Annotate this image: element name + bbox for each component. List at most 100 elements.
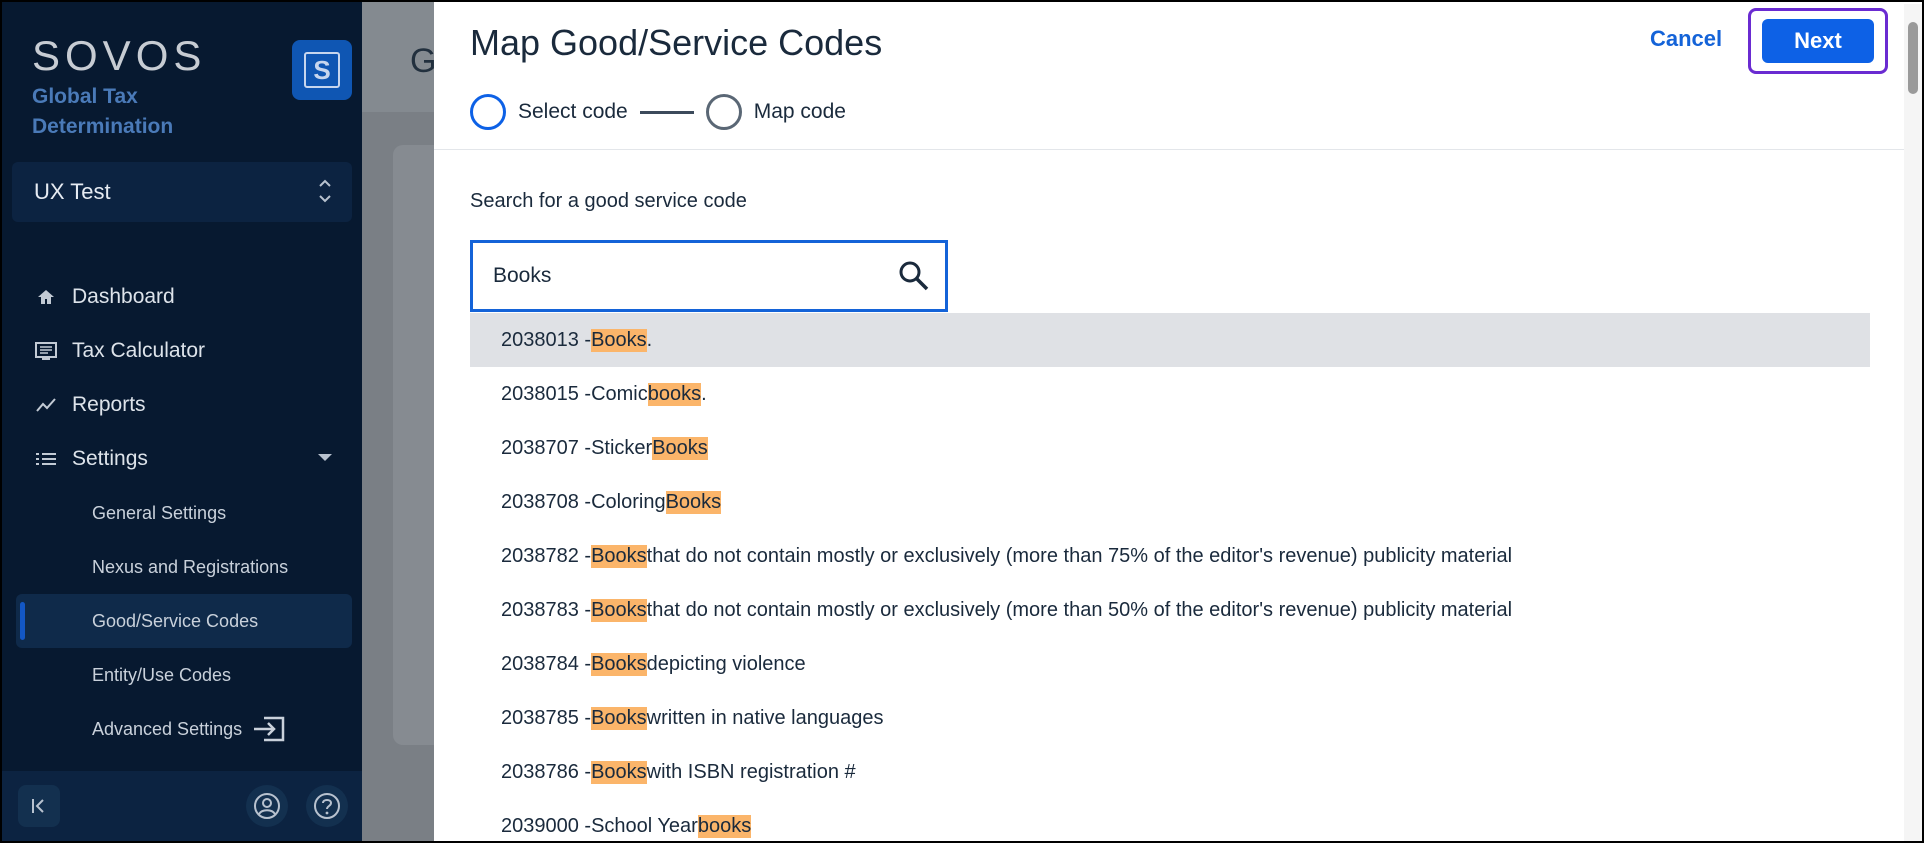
chart-line-icon	[34, 393, 58, 417]
result-text-after: written in native languages	[646, 706, 884, 729]
result-code: 2038015 -	[501, 382, 592, 405]
sidebar-item-label: Settings	[72, 447, 148, 470]
list-item[interactable]: 2038707 - Sticker Books	[470, 421, 1870, 475]
sidebar-item-tax-calculator[interactable]: Tax Calculator	[2, 324, 364, 378]
sidebar-item-good-service-codes[interactable]: Good/Service Codes	[16, 594, 352, 648]
result-code: 2038708 -	[501, 490, 592, 513]
stepper: Select code Map code	[470, 94, 846, 130]
background-page-title: G	[410, 42, 437, 80]
modal-scrollbar[interactable]	[1904, 4, 1922, 841]
list-item[interactable]: 2038786 - Books with ISBN registration #	[470, 745, 1870, 799]
step-circle-active-icon	[470, 94, 506, 130]
search-box[interactable]	[470, 240, 948, 312]
modal-title: Map Good/Service Codes	[470, 22, 883, 63]
result-match-highlight: Books	[591, 328, 647, 352]
result-code: 2038786 -	[501, 760, 592, 783]
step-map-code-label: Map code	[753, 100, 846, 123]
result-match-highlight: books	[697, 814, 752, 838]
result-code: 2038013 -	[501, 328, 592, 351]
app-badge-icon[interactable]: S	[292, 40, 352, 100]
sidebar-item-label: General Settings	[92, 502, 227, 523]
result-match-highlight: Books	[591, 706, 647, 730]
search-icon[interactable]	[897, 259, 931, 298]
result-text-after: that do not contain mostly or exclusivel…	[646, 544, 1513, 567]
result-code: 2038782 -	[501, 544, 592, 567]
result-code: 2038784 -	[501, 652, 592, 675]
list-item[interactable]: 2038785 - Books written in native langua…	[470, 691, 1870, 745]
cancel-button[interactable]: Cancel	[1650, 26, 1723, 51]
result-text-after: with ISBN registration #	[646, 760, 856, 783]
result-code: 2038707 -	[501, 436, 592, 459]
sidebar-nav: Dashboard Tax Calculator Reports Setting…	[2, 270, 364, 756]
list-item[interactable]: 2038013 - Books.	[470, 313, 1870, 367]
sidebar-item-advanced-settings[interactable]: Advanced Settings	[2, 702, 364, 756]
caret-down-icon[interactable]	[318, 454, 332, 461]
background-page-header	[362, 2, 436, 112]
search-input[interactable]	[493, 261, 873, 291]
calculator-icon	[34, 339, 58, 363]
scrollbar-thumb[interactable]	[1908, 22, 1918, 94]
result-code: 2039000 -	[501, 814, 592, 837]
sidebar-item-label: Reports	[72, 393, 146, 416]
tenant-selector[interactable]: UX Test	[12, 162, 352, 222]
sidebar-item-label: Dashboard	[72, 285, 175, 308]
result-text-after: .	[701, 382, 707, 405]
result-match-highlight: Books	[591, 544, 647, 568]
list-item[interactable]: 2038783 - Books that do not contain most…	[470, 583, 1870, 637]
result-text-before: School Year	[591, 814, 698, 837]
sidebar-item-reports[interactable]: Reports	[2, 378, 364, 432]
result-text-before: Sticker	[591, 436, 653, 459]
sidebar-item-general-settings[interactable]: General Settings	[2, 486, 364, 540]
result-text-after: that do not contain mostly or exclusivel…	[646, 598, 1513, 621]
sidebar-item-nexus-registrations[interactable]: Nexus and Registrations	[2, 540, 364, 594]
brand-subtitle-line1: Global Tax	[32, 85, 138, 108]
list-item[interactable]: 2039000 - School Year books	[470, 799, 1870, 841]
next-button-focus-ring: Next	[1748, 8, 1888, 74]
sidebar-item-label: Tax Calculator	[72, 339, 206, 362]
user-profile-icon[interactable]	[246, 785, 288, 827]
result-text-after: depicting violence	[646, 652, 806, 675]
sidebar-item-settings[interactable]: Settings	[2, 432, 364, 486]
result-match-highlight: Books	[591, 652, 647, 676]
result-code: 2038785 -	[501, 706, 592, 729]
brand-logo: SOVOS	[32, 32, 207, 79]
step-select-code-label: Select code	[518, 100, 628, 123]
result-match-highlight: Books	[665, 490, 722, 514]
sidebar-item-entity-use-codes[interactable]: Entity/Use Codes	[2, 648, 364, 702]
collapse-sidebar-icon[interactable]	[18, 785, 60, 827]
list-item[interactable]: 2038782 - Books that do not contain most…	[470, 529, 1870, 583]
sidebar-footer	[2, 771, 362, 841]
result-text-before: Comic	[591, 382, 648, 405]
sidebar-item-label: Entity/Use Codes	[92, 664, 232, 685]
divider	[434, 149, 1904, 150]
home-icon	[34, 285, 58, 309]
app-badge-letter: S	[304, 52, 340, 88]
step-connector	[639, 110, 694, 114]
result-text-before: Coloring	[591, 490, 666, 513]
search-label: Search for a good service code	[470, 190, 747, 212]
brand: SOVOS Global Tax Determination	[32, 34, 206, 142]
result-match-highlight: Books	[591, 760, 647, 784]
list-item[interactable]: 2038708 - Coloring Books	[470, 475, 1870, 529]
result-match-highlight: Books	[591, 598, 647, 622]
result-text-after: .	[646, 328, 653, 351]
sidebar-item-label: Nexus and Registrations	[92, 556, 289, 577]
sidebar-item-label: Good/Service Codes	[92, 610, 259, 631]
tenant-name: UX Test	[34, 179, 111, 204]
chevron-up-down-icon	[318, 176, 332, 209]
external-exit-icon	[252, 715, 286, 743]
list-icon	[34, 447, 58, 471]
map-codes-modal: Map Good/Service Codes Cancel Next Selec…	[434, 0, 1924, 843]
result-match-highlight: Books	[652, 436, 708, 460]
list-item[interactable]: 2038784 - Books depicting violence	[470, 637, 1870, 691]
next-button[interactable]: Next	[1762, 19, 1874, 63]
search-results-list: 2038013 - Books. 2038015 - Comic books. …	[470, 313, 1870, 841]
sidebar-item-dashboard[interactable]: Dashboard	[2, 270, 364, 324]
result-code: 2038783 -	[501, 598, 592, 621]
brand-subtitle-line2: Determination	[32, 115, 174, 138]
help-icon[interactable]	[306, 785, 348, 827]
list-item[interactable]: 2038015 - Comic books.	[470, 367, 1870, 421]
sidebar-item-label: Advanced Settings	[92, 718, 243, 739]
sidebar: SOVOS Global Tax Determination S UX Test…	[0, 0, 362, 843]
result-match-highlight: books	[647, 382, 702, 406]
